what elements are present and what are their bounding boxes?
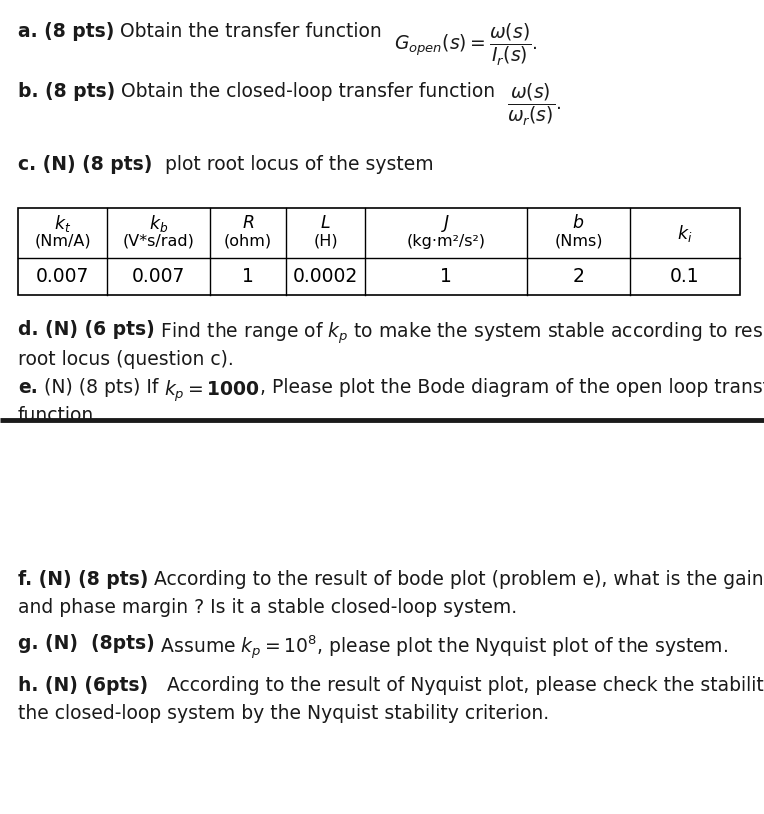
Text: 2: 2 — [572, 267, 584, 287]
Text: $R$: $R$ — [241, 214, 254, 232]
Text: a. (8 pts): a. (8 pts) — [18, 22, 115, 41]
Text: 1: 1 — [440, 267, 452, 287]
Text: 1: 1 — [242, 267, 254, 287]
Bar — [18, 208, 740, 295]
Text: c. (N) (8 pts): c. (N) (8 pts) — [18, 155, 159, 174]
Text: $k_t$: $k_t$ — [54, 212, 71, 234]
Text: Obtain the transfer function: Obtain the transfer function — [115, 22, 394, 41]
Text: (ohm): (ohm) — [224, 234, 272, 249]
Text: Obtain the closed-loop transfer function: Obtain the closed-loop transfer function — [115, 82, 507, 101]
Text: $G_{open}(s) = \dfrac{\omega(s)}{I_r(s)}.$: $G_{open}(s) = \dfrac{\omega(s)}{I_r(s)}… — [394, 22, 538, 68]
Text: g. (N)  (8pts): g. (N) (8pts) — [18, 634, 155, 653]
Text: , Please plot the Bode diagram of the open loop transfer: , Please plot the Bode diagram of the op… — [261, 378, 764, 397]
Text: plot root locus of the system: plot root locus of the system — [159, 155, 433, 174]
Text: (N) (8 pts) If: (N) (8 pts) If — [37, 378, 164, 397]
Text: $\boldsymbol{k_p} = \mathbf{1000}$: $\boldsymbol{k_p} = \mathbf{1000}$ — [164, 378, 261, 404]
Text: the closed-loop system by the Nyquist stability criterion.: the closed-loop system by the Nyquist st… — [18, 704, 549, 723]
Text: $\dfrac{\omega(s)}{\omega_r(s)}.$: $\dfrac{\omega(s)}{\omega_r(s)}.$ — [507, 82, 562, 128]
Text: According to the result of Nyquist plot, please check the stability of: According to the result of Nyquist plot,… — [154, 676, 764, 695]
Text: Find the range of $k_p$ to make the system stable according to result of: Find the range of $k_p$ to make the syst… — [155, 320, 764, 345]
Text: $k_b$: $k_b$ — [149, 212, 168, 234]
Text: $J$: $J$ — [442, 212, 451, 234]
Text: h. (N) (6pts): h. (N) (6pts) — [18, 676, 154, 695]
Text: (kg⋅m²/s²): (kg⋅m²/s²) — [406, 234, 485, 249]
Text: 0.0002: 0.0002 — [293, 267, 358, 287]
Text: root locus (question c).: root locus (question c). — [18, 350, 234, 369]
Text: $L$: $L$ — [320, 214, 331, 232]
Text: 0.007: 0.007 — [132, 267, 185, 287]
Text: 0.1: 0.1 — [670, 267, 700, 287]
Text: $b$: $b$ — [572, 214, 584, 232]
Text: (Nm/A): (Nm/A) — [34, 234, 91, 249]
Text: According to the result of bode plot (problem e), what is the gain marin: According to the result of bode plot (pr… — [148, 570, 764, 589]
Text: and phase margin ? Is it a stable closed-loop system.: and phase margin ? Is it a stable closed… — [18, 598, 517, 617]
Text: Assume $k_p = 10^8$, please plot the Nyquist plot of the system.: Assume $k_p = 10^8$, please plot the Nyq… — [155, 634, 728, 662]
Text: $k_i$: $k_i$ — [678, 223, 693, 243]
Text: (V*s/rad): (V*s/rad) — [122, 234, 194, 249]
Text: f. (N) (8 pts): f. (N) (8 pts) — [18, 570, 148, 589]
Text: b. (8 pts): b. (8 pts) — [18, 82, 115, 101]
Text: (H): (H) — [313, 234, 338, 249]
Text: d. (N) (6 pts): d. (N) (6 pts) — [18, 320, 155, 339]
Text: 0.007: 0.007 — [36, 267, 89, 287]
Text: function.: function. — [18, 406, 100, 425]
Text: e.: e. — [18, 378, 37, 397]
Text: (Nms): (Nms) — [554, 234, 603, 249]
